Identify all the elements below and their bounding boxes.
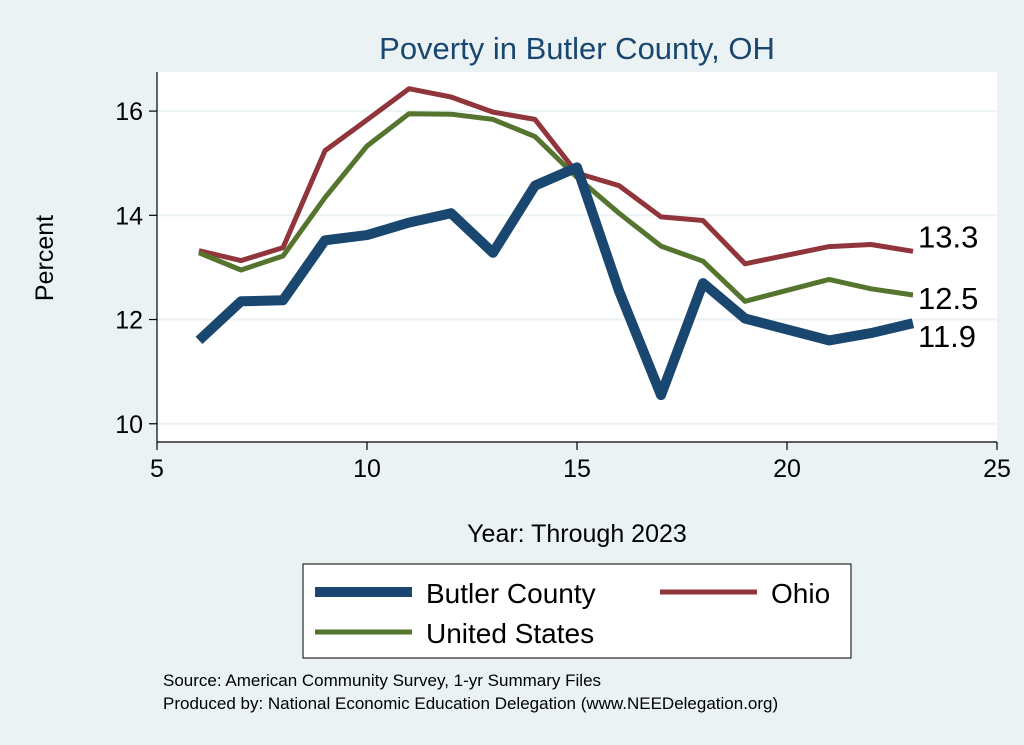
source-note: Source: American Community Survey, 1-yr … (163, 671, 601, 690)
x-tick-label: 20 (773, 455, 801, 483)
x-tick-label: 25 (983, 455, 1011, 483)
y-tick-label: 16 (115, 98, 143, 126)
end-label-united-states: 12.5 (918, 281, 978, 316)
x-axis-title: Year: Through 2023 (467, 520, 687, 548)
y-tick-label: 14 (115, 202, 143, 230)
y-axis-title: Percent (31, 215, 59, 301)
end-labels: 11.9 13.3 12.5 (918, 219, 978, 354)
x-tick-label: 15 (563, 455, 591, 483)
y-tick-label: 12 (115, 307, 143, 335)
legend-label-butler: Butler County (426, 578, 596, 609)
x-tick-label: 10 (353, 455, 381, 483)
legend-label-ohio: Ohio (771, 578, 830, 609)
end-label-butler-county: 11.9 (918, 319, 976, 354)
y-tick-label: 10 (115, 411, 143, 439)
legend-box (302, 563, 852, 659)
chart-title: Poverty in Butler County, OH (379, 31, 775, 66)
legend-label-us: United States (426, 618, 594, 649)
plot-area (157, 72, 997, 442)
producer-note: Produced by: National Economic Education… (163, 694, 778, 713)
legend: Butler County Ohio United States (302, 563, 852, 659)
x-tick-label: 5 (150, 455, 164, 483)
series-lines (195, 86, 915, 401)
end-label-ohio: 13.3 (918, 219, 978, 254)
